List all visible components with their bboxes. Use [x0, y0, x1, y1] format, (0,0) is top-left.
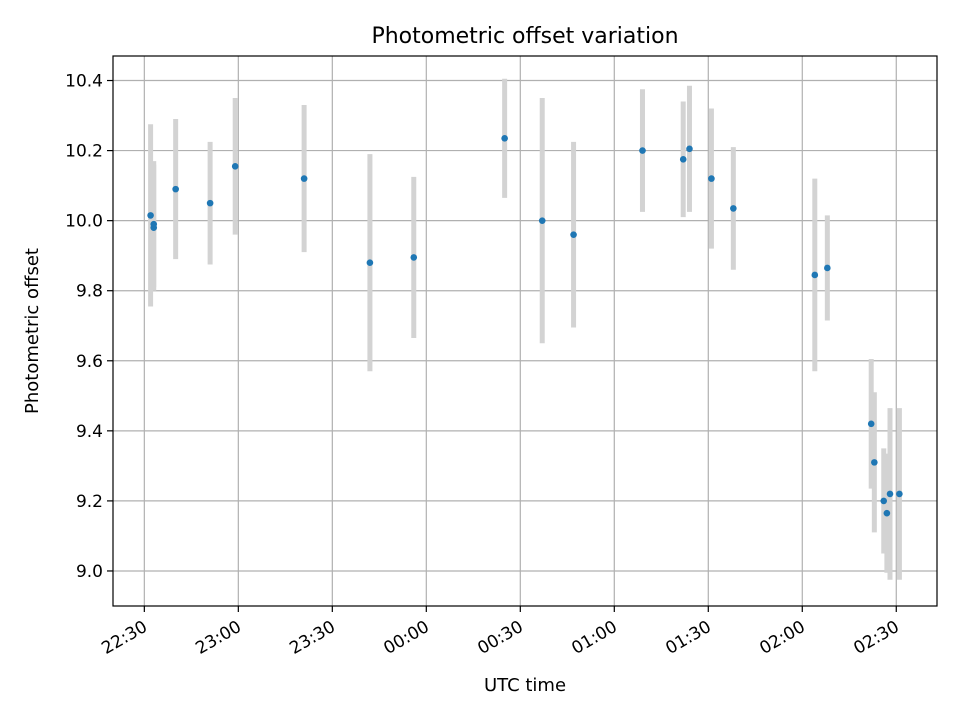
plot-frame	[112, 55, 938, 607]
y-tick-label: 9.8	[76, 282, 103, 302]
data-point	[679, 156, 687, 163]
data-point	[686, 145, 693, 153]
y-tick-label: 10.0	[65, 212, 103, 232]
data-point	[501, 135, 508, 142]
data-point	[231, 163, 239, 170]
data-point	[730, 205, 737, 212]
data-point	[150, 220, 158, 228]
data-point	[410, 254, 418, 261]
data-point	[883, 509, 891, 517]
data-point	[896, 490, 903, 498]
y-tick-label: 9.6	[76, 352, 103, 372]
y-tick-label: 10.4	[65, 72, 103, 92]
data-point	[172, 185, 179, 193]
data-point	[811, 271, 819, 279]
data-points	[147, 135, 903, 517]
chart-title: Photometric offset variation	[371, 24, 678, 49]
data-point	[886, 490, 894, 498]
data-point	[708, 175, 715, 182]
data-point	[147, 212, 154, 219]
x-axis-label: UTC time	[484, 675, 566, 696]
grid	[113, 56, 937, 606]
y-axis-ticks: 9.0 9.2 9.4 9.6 9.8 10.0 10.2 10.4	[65, 72, 113, 582]
y-tick-label: 9.4	[76, 422, 103, 442]
y-tick-label: 10.2	[65, 142, 103, 162]
data-point	[871, 459, 878, 466]
data-point	[206, 199, 214, 207]
data-point	[300, 175, 308, 182]
data-point	[824, 264, 831, 272]
data-point	[570, 231, 577, 238]
data-point	[867, 420, 875, 428]
y-tick-label: 9.2	[76, 492, 103, 512]
data-point	[880, 497, 888, 505]
y-tick-label: 9.0	[76, 562, 103, 582]
data-point	[639, 147, 646, 154]
y-axis-label: Photometric offset	[22, 248, 43, 414]
data-point	[366, 259, 374, 266]
data-point	[538, 217, 546, 224]
